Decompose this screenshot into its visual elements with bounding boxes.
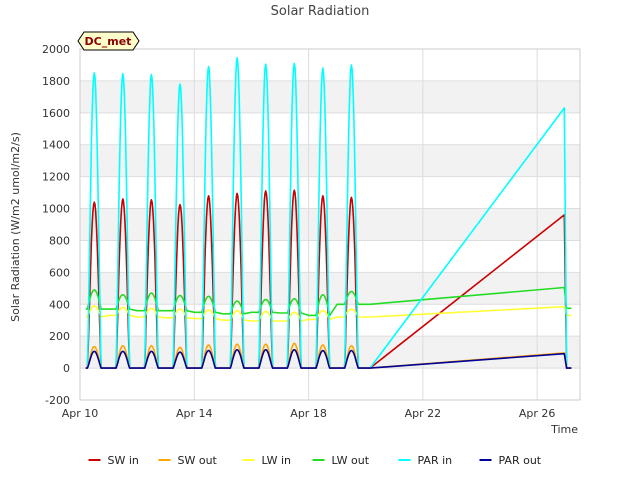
series-line-par-out <box>85 348 572 369</box>
chart-title: Solar Radiation <box>271 4 370 19</box>
legend-item: SW out <box>158 454 218 467</box>
legend-item: PAR in <box>398 454 453 467</box>
x-tick-label: Apr 22 <box>405 407 442 420</box>
y-tick-label: 1000 <box>42 203 70 216</box>
legend-label: SW out <box>178 454 218 467</box>
y-tick-label: 1400 <box>42 139 70 152</box>
y-tick-label: 400 <box>49 298 70 311</box>
x-tick-labels: Apr 10 Apr 14 Apr 18 Apr 22 Apr 26 <box>62 407 556 420</box>
y-tick-label: 1200 <box>42 171 70 184</box>
station-badge-label: DC_met <box>85 35 132 48</box>
series-lines <box>85 57 572 369</box>
x-axis-title: Time <box>550 423 578 436</box>
legend-label: PAR in <box>418 454 453 467</box>
x-tick-label: Apr 14 <box>176 407 213 420</box>
legend-label: LW out <box>332 454 370 467</box>
legend-item: LW out <box>312 454 370 467</box>
y-tick-label: 1600 <box>42 107 70 120</box>
station-badge: DC_met <box>77 31 140 51</box>
legend-item: LW in <box>242 454 292 467</box>
x-tick-label: Apr 26 <box>519 407 556 420</box>
legend-label: SW in <box>108 454 139 467</box>
y-tick-label: 200 <box>49 330 70 343</box>
legend-label: PAR out <box>499 454 542 467</box>
legend-label: LW in <box>262 454 292 467</box>
x-tick-label: Apr 18 <box>290 407 327 420</box>
legend-item: PAR out <box>479 454 542 467</box>
y-tick-label: 800 <box>49 234 70 247</box>
grid-bands <box>80 80 580 369</box>
legend: SW in SW out LW in LW out PAR in PAR out <box>88 454 542 467</box>
grid-band <box>80 80 580 113</box>
y-tick-label: 2000 <box>42 43 70 56</box>
legend-item: SW in <box>88 454 139 467</box>
y-tick-label: 600 <box>49 266 70 279</box>
grid-band <box>80 144 580 177</box>
y-tick-label: -200 <box>45 394 70 407</box>
station-badge-shape <box>77 31 140 51</box>
y-axis-title: Solar Radiation (W/m2 umol/m2/s) <box>9 132 22 322</box>
grid-band <box>80 272 580 305</box>
y-tick-labels: -200 0 200 400 600 800 1000 1200 1400 1600 1800 200… <box>42 43 70 407</box>
y-tick-label: 0 <box>63 362 70 375</box>
x-tick-label: Apr 10 <box>62 407 99 420</box>
y-tick-label: 1800 <box>42 75 70 88</box>
plot-frame <box>79 48 581 401</box>
grid-band <box>80 208 580 241</box>
